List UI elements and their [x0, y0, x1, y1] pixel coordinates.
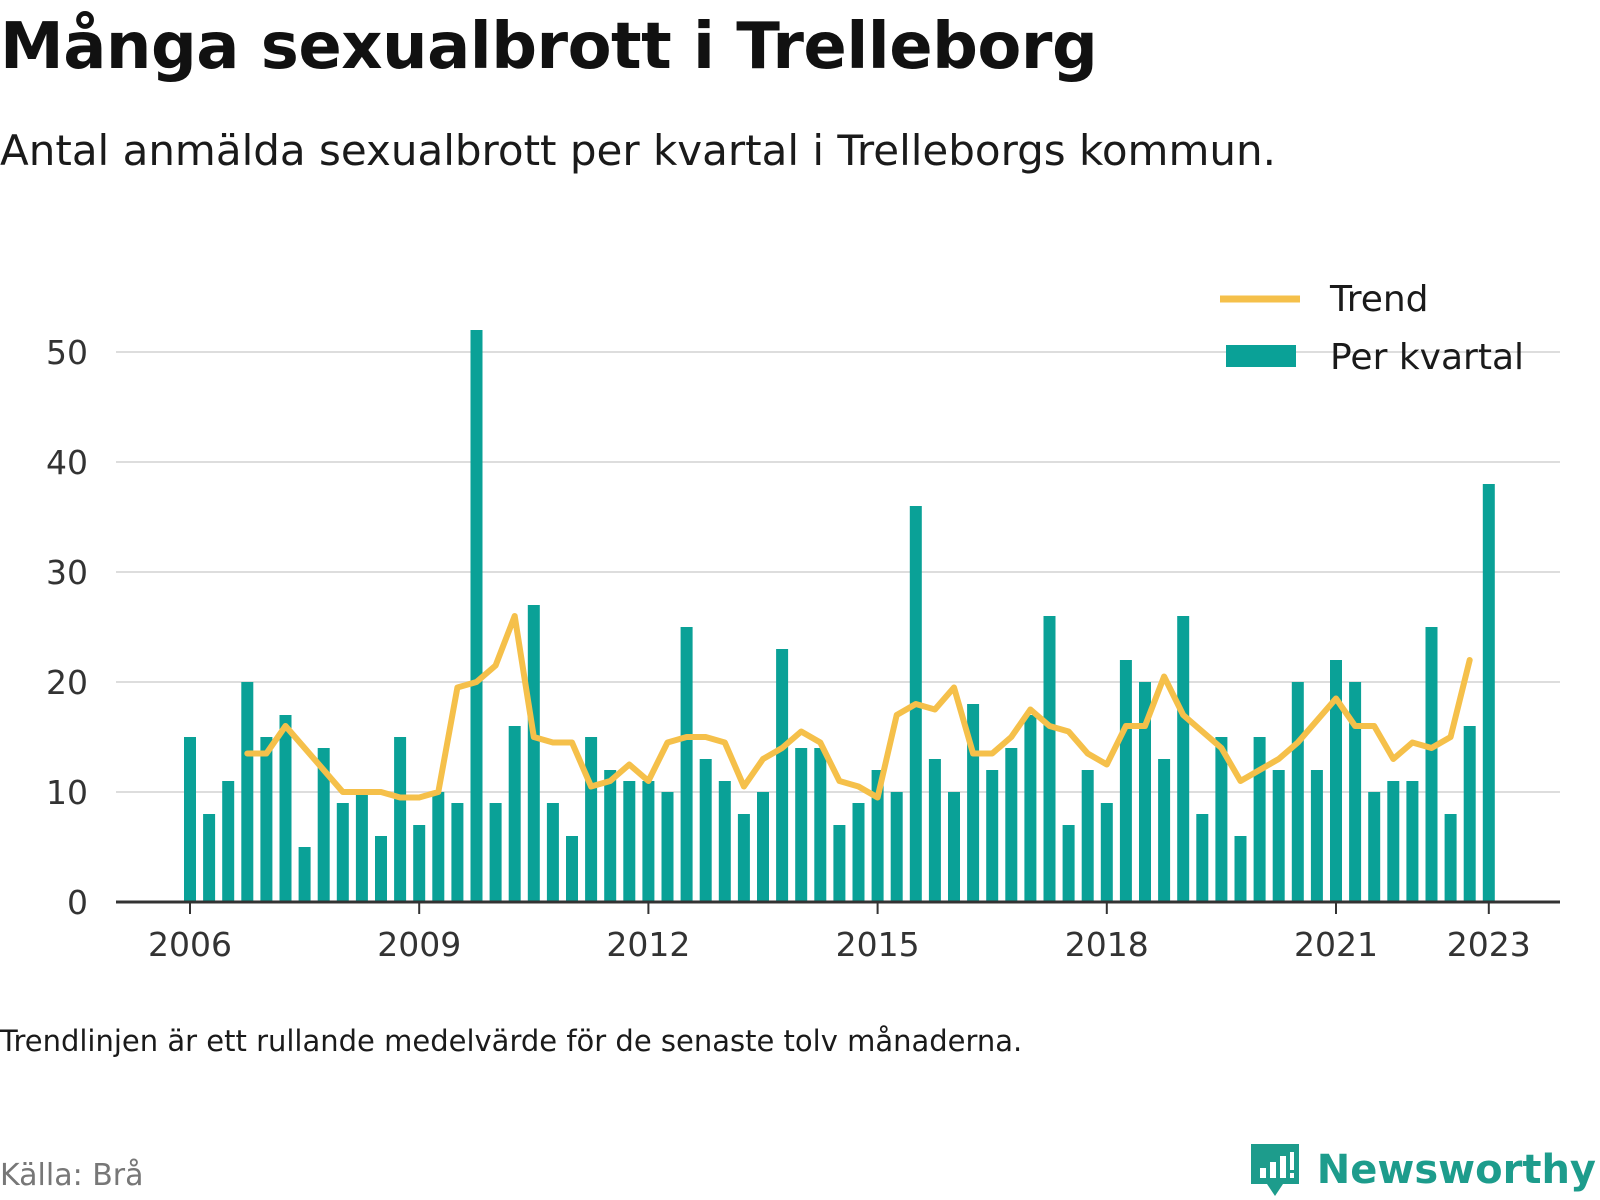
y-tick-label: 40: [46, 443, 88, 482]
x-tick-label: 2023: [1447, 925, 1531, 964]
bar: [184, 737, 196, 902]
bar: [1081, 770, 1094, 902]
bar: [871, 770, 884, 902]
bar: [1291, 682, 1304, 902]
bar: [1463, 726, 1476, 902]
bar: [585, 737, 598, 902]
y-tick-label: 20: [46, 663, 88, 702]
bar: [833, 825, 846, 902]
bar: [298, 847, 311, 902]
x-tick-label: 2006: [148, 925, 232, 964]
bar: [279, 715, 292, 902]
bar: [718, 781, 731, 902]
chart-footnote: Trendlinjen är ett rullande medelvärde f…: [0, 1024, 1023, 1058]
bar: [699, 759, 712, 902]
bar: [1368, 792, 1381, 902]
bar: [260, 737, 273, 902]
bar: [413, 825, 426, 902]
bar: [1177, 616, 1190, 902]
bar: [394, 737, 407, 902]
x-tick-label: 2021: [1294, 925, 1378, 964]
bar: [336, 803, 349, 902]
x-tick-label: 2018: [1065, 925, 1149, 964]
chart-trend-line: [244, 613, 1473, 801]
legend-bar-swatch: [1226, 345, 1296, 367]
trend-line: [244, 613, 1473, 801]
bar: [1215, 737, 1228, 902]
bar: [355, 792, 368, 902]
bar: [1387, 781, 1400, 902]
bar: [241, 682, 254, 902]
bar: [680, 627, 693, 902]
bar: [451, 803, 464, 902]
source-text: Källa: Brå: [0, 1158, 144, 1193]
x-tick-label: 2009: [377, 925, 461, 964]
bar: [203, 814, 216, 902]
bar: [489, 803, 502, 902]
brand-name: Newsworthy: [1316, 1147, 1596, 1193]
bar: [1272, 770, 1285, 902]
bar: [986, 770, 999, 902]
bar: [948, 792, 960, 902]
bar: [1406, 781, 1419, 902]
bar: [928, 759, 941, 902]
bar: [375, 836, 387, 902]
bar: [1100, 803, 1113, 902]
bar: [1196, 814, 1209, 902]
chart: 0 10 20 30 40 50 2006 2009 2012 2015 2018 2021 2023…: [46, 279, 1560, 964]
y-tick-label: 10: [46, 773, 88, 812]
x-tick-label: 2015: [836, 925, 920, 964]
bar: [1444, 814, 1457, 902]
bar: [1139, 682, 1151, 902]
bar: [1119, 660, 1132, 902]
bar: [795, 748, 808, 902]
bar: [1425, 627, 1438, 902]
bar: [222, 781, 235, 902]
bar: [852, 803, 865, 902]
bar: [546, 803, 559, 902]
bar: [623, 781, 636, 902]
y-tick-label: 30: [46, 553, 88, 592]
chart-grid: [116, 351, 1560, 793]
bar: [1330, 660, 1342, 902]
bar: [661, 792, 674, 902]
bar: [1253, 737, 1266, 902]
x-tick-label: 2012: [606, 925, 690, 964]
legend-trend-label: Trend: [1329, 279, 1429, 320]
bar: [642, 781, 655, 902]
bar: [1482, 484, 1495, 902]
chart-legend: Trend Per kvartal: [1220, 279, 1524, 378]
bar: [1062, 825, 1075, 902]
bar: [432, 792, 445, 902]
bar: [1234, 836, 1247, 902]
bar: [890, 792, 903, 902]
chart-bars: [184, 330, 1495, 902]
bar: [1310, 770, 1323, 902]
y-tick-label: 50: [46, 333, 88, 372]
x-axis: 2006 2009 2012 2015 2018 2021 2023: [116, 900, 1560, 964]
bar: [757, 792, 769, 902]
chart-subtitle: Antal anmälda sexualbrott per kvartal i …: [0, 126, 1276, 175]
newsworthy-logo-icon: [1250, 1144, 1299, 1196]
bar: [508, 726, 521, 902]
bar: [604, 770, 617, 902]
bar: [1005, 748, 1018, 902]
bar: [776, 649, 789, 902]
bar: [1349, 682, 1362, 902]
y-tick-label: 0: [67, 883, 88, 922]
bar: [737, 814, 750, 902]
bar: [814, 748, 827, 902]
bar: [1158, 759, 1171, 902]
bar: [470, 330, 483, 902]
bar: [317, 748, 330, 902]
bar: [566, 836, 578, 902]
legend-bar-label: Per kvartal: [1330, 337, 1524, 378]
bar: [527, 605, 540, 902]
brand-logo: Newsworthy: [1247, 1140, 1596, 1200]
bar: [1024, 715, 1037, 902]
bar: [1043, 616, 1056, 902]
page-title: Många sexualbrott i Trelleborg: [0, 10, 1098, 84]
y-axis: 0 10 20 30 40 50: [46, 333, 88, 922]
